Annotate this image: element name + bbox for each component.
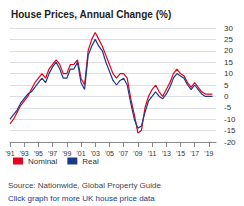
svg-text:House Prices, Annual Change (%: House Prices, Annual Change (%): [11, 9, 171, 20]
svg-text:20: 20: [224, 46, 233, 55]
svg-text:Real: Real: [82, 157, 99, 166]
svg-text:-20: -20: [224, 138, 236, 147]
svg-text:5: 5: [224, 81, 229, 90]
svg-text:10: 10: [224, 69, 233, 78]
svg-text:'91: '91: [5, 150, 14, 157]
svg-text:'15: '15: [176, 150, 185, 157]
svg-text:'05: '05: [105, 150, 114, 157]
svg-text:'01: '01: [76, 150, 86, 157]
svg-text:'13: '13: [162, 150, 171, 157]
svg-text:'97: '97: [48, 150, 58, 157]
svg-text:-15: -15: [224, 126, 236, 135]
svg-text:'03: '03: [90, 150, 100, 157]
svg-text:'09: '09: [133, 150, 142, 157]
svg-text:'93: '93: [19, 150, 29, 157]
svg-text:30: 30: [224, 24, 233, 33]
svg-text:-5: -5: [224, 103, 232, 112]
svg-text:'17: '17: [190, 150, 199, 157]
svg-text:'07: '07: [119, 150, 128, 157]
svg-text:Source: Nationwide, Global Pro: Source: Nationwide, Global Property Guid…: [8, 181, 162, 190]
svg-text:'95: '95: [33, 150, 43, 157]
svg-text:25: 25: [224, 35, 233, 44]
svg-text:15: 15: [224, 58, 233, 67]
svg-text:'19: '19: [204, 150, 213, 157]
svg-text:Nominal: Nominal: [28, 157, 58, 166]
svg-text:'99: '99: [62, 150, 71, 157]
svg-text:-10: -10: [224, 115, 236, 124]
svg-text:'11: '11: [148, 150, 157, 157]
svg-text:0: 0: [224, 92, 229, 101]
svg-text:Click graph for more UK house: Click graph for more UK house price data: [8, 194, 155, 203]
